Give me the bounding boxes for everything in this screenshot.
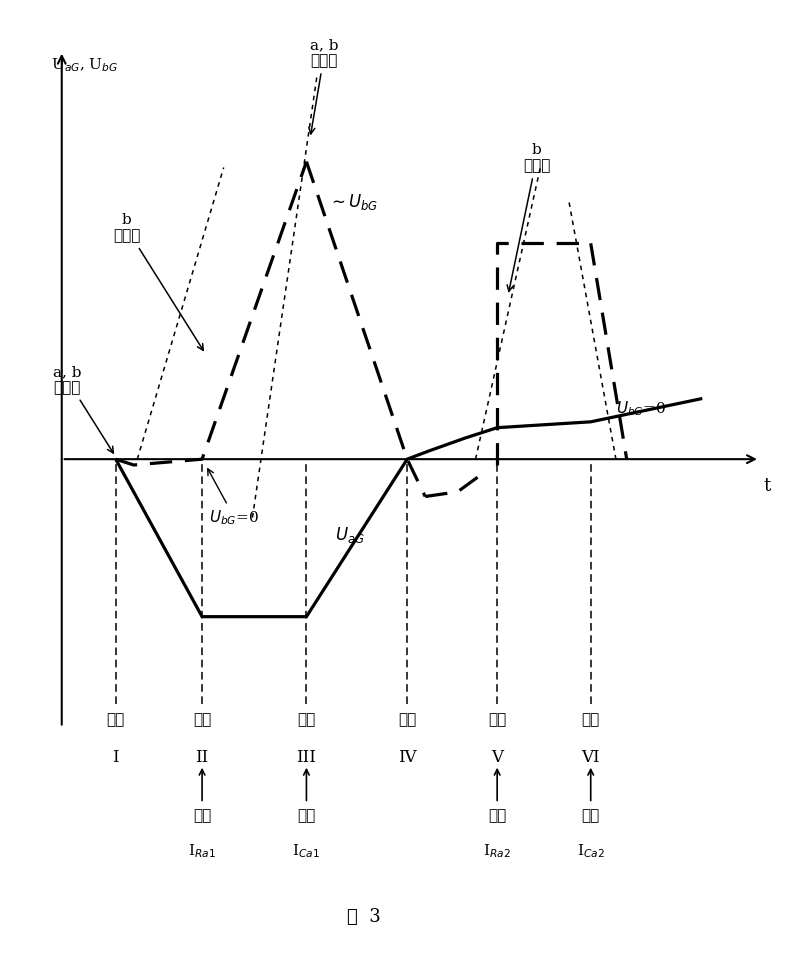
Text: $U_{bG}$=0: $U_{bG}$=0 — [616, 400, 666, 419]
Text: V: V — [491, 749, 503, 765]
Text: 图  3: 图 3 — [347, 908, 381, 926]
Text: 测量: 测量 — [488, 810, 506, 823]
Text: 阶段: 阶段 — [106, 713, 125, 728]
Text: t: t — [763, 477, 770, 495]
Text: 测量: 测量 — [193, 810, 211, 823]
Text: 阶段: 阶段 — [193, 713, 211, 728]
Text: U$_{aG}$, U$_{bG}$: U$_{aG}$, U$_{bG}$ — [51, 57, 118, 74]
Text: a, b
低阻的: a, b 低阻的 — [309, 39, 338, 134]
Text: 测量: 测量 — [582, 810, 600, 823]
Text: I$_{Ca1}$: I$_{Ca1}$ — [293, 841, 320, 860]
Text: I$_{Ra2}$: I$_{Ra2}$ — [483, 841, 511, 860]
Text: VI: VI — [582, 749, 600, 765]
Text: I: I — [113, 749, 119, 765]
Text: I$_{Ra1}$: I$_{Ra1}$ — [188, 841, 216, 860]
Text: 测量: 测量 — [298, 810, 315, 823]
Text: 阶段: 阶段 — [398, 713, 416, 728]
Text: $\sim U_{bG}$: $\sim U_{bG}$ — [328, 192, 378, 212]
Text: 阶段: 阶段 — [298, 713, 315, 728]
Text: b
高阻的: b 高阻的 — [507, 143, 550, 291]
Text: 阶段: 阶段 — [582, 713, 600, 728]
Text: a, b
低阻的: a, b 低阻的 — [53, 365, 114, 453]
Text: II: II — [195, 749, 209, 765]
Text: 阶段: 阶段 — [488, 713, 506, 728]
Text: III: III — [297, 749, 316, 765]
Text: $U_{bG}$=0: $U_{bG}$=0 — [208, 469, 259, 527]
Text: IV: IV — [398, 749, 417, 765]
Text: I$_{Ca2}$: I$_{Ca2}$ — [577, 841, 605, 860]
Text: b
高阻的: b 高阻的 — [113, 213, 203, 350]
Text: $U_{aG}$: $U_{aG}$ — [335, 525, 365, 545]
